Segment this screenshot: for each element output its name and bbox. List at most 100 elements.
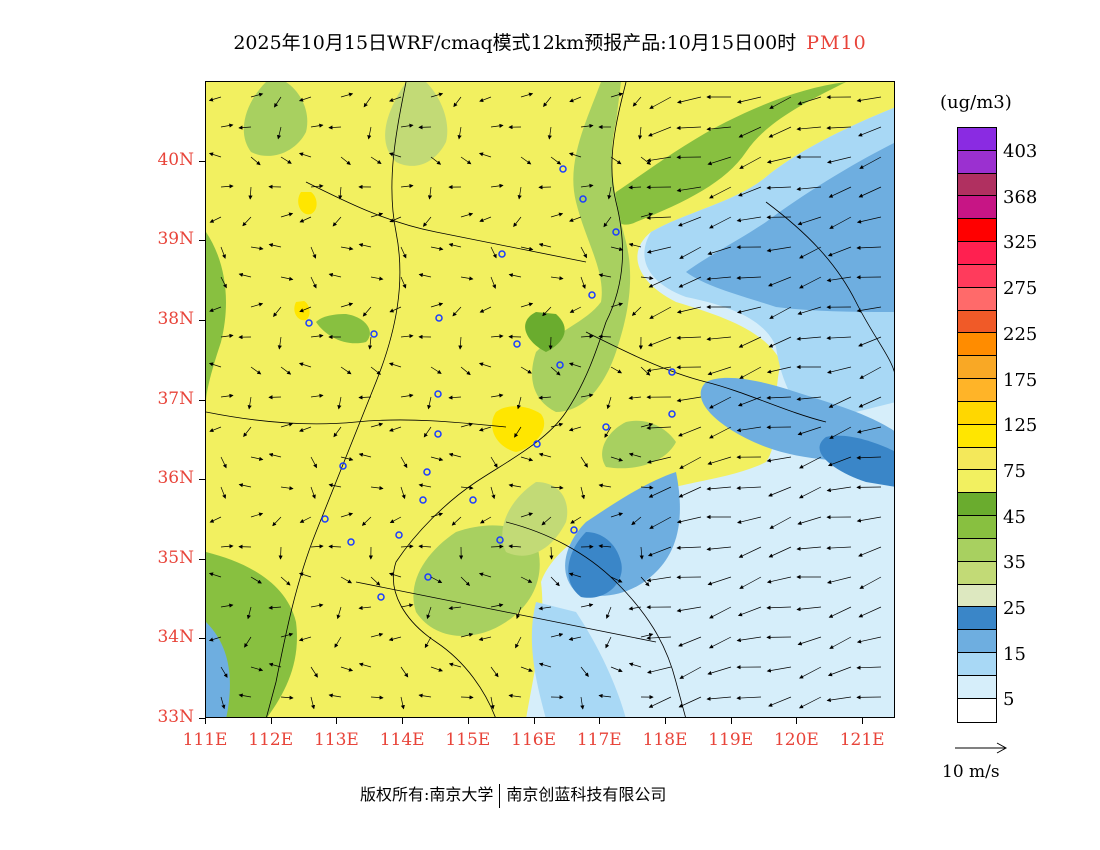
colorbar-label: 275 — [1003, 278, 1038, 300]
wind-arrow — [268, 452, 282, 458]
wind-arrow — [640, 366, 651, 376]
wind-arrow — [209, 216, 222, 223]
longitude-label: 120E — [773, 730, 819, 750]
wind-arrow — [610, 456, 624, 462]
colorbar-swatch — [958, 219, 996, 243]
wind-arrow — [516, 606, 522, 619]
wind-arrow — [400, 544, 414, 549]
wind-arrow — [541, 516, 552, 526]
wind-arrow — [276, 126, 282, 140]
colorbar-swatch — [958, 584, 996, 608]
longitude-label: 117E — [576, 730, 622, 750]
wind-arrow — [858, 186, 882, 198]
wind-arrow — [248, 186, 253, 200]
wind-arrow — [243, 426, 252, 438]
wind-arrow — [827, 366, 852, 374]
wind-arrow — [607, 186, 612, 200]
wind-arrow — [679, 456, 702, 469]
wind-arrow — [797, 426, 822, 436]
wind-arrow — [448, 242, 462, 248]
wind-arrow — [244, 636, 252, 648]
wind-arrow — [490, 486, 496, 500]
wind-arrow — [340, 92, 354, 98]
wind-arrow — [707, 156, 732, 166]
wind-arrow — [580, 183, 594, 188]
city-marker — [588, 291, 596, 299]
wind-arrow — [736, 96, 762, 104]
wind-arrow — [738, 336, 762, 348]
wind-arrow — [649, 96, 672, 109]
wind-arrow — [798, 486, 822, 499]
wind-arrow — [603, 216, 612, 228]
wind-arrow — [628, 606, 642, 611]
wind-arrow — [479, 216, 492, 223]
wind-arrow — [610, 156, 622, 165]
colorbar-label: 125 — [1003, 415, 1038, 437]
wind-key-arrow — [955, 742, 1008, 754]
colorbar-unit: (ug/m3) — [940, 92, 1012, 113]
wind-arrow — [858, 396, 882, 408]
city-marker — [434, 430, 442, 438]
wind-arrow — [549, 546, 554, 560]
wind-arrow — [358, 395, 372, 400]
latitude-tick — [199, 558, 205, 560]
longitude-label: 118E — [642, 730, 688, 750]
wind-arrow — [610, 366, 623, 374]
wind-arrow — [448, 662, 462, 668]
wind-arrow — [238, 483, 252, 488]
wind-arrow — [460, 366, 471, 376]
wind-arrow — [648, 336, 672, 347]
wind-arrow — [858, 336, 882, 347]
wind-arrow — [250, 512, 264, 518]
wind-arrow — [310, 603, 324, 608]
latitude-label: 38N — [157, 308, 194, 329]
wind-arrow — [490, 393, 504, 398]
wind-arrow — [367, 336, 373, 350]
wind-arrow — [580, 276, 586, 289]
city-marker — [305, 319, 313, 327]
wind-arrow — [418, 483, 432, 488]
wind-arrow — [826, 486, 852, 493]
wind-arrow — [333, 426, 342, 438]
wind-arrow — [858, 606, 882, 618]
wind-arrow — [250, 666, 264, 672]
wind-arrow — [647, 666, 672, 674]
wind-arrow — [766, 185, 792, 190]
wind-arrow — [208, 152, 222, 158]
wind-arrow — [448, 605, 462, 611]
longitude-label: 116E — [511, 730, 556, 750]
wind-arrow — [515, 636, 522, 649]
wind-arrow — [388, 572, 402, 578]
wind-arrow — [580, 486, 586, 500]
wind-arrow — [737, 606, 762, 617]
wind-arrow — [220, 246, 226, 259]
wind-arrow — [640, 275, 654, 281]
wind-arrow — [543, 96, 552, 107]
wind-arrow — [298, 96, 312, 102]
wind-arrow — [580, 246, 587, 259]
wind-arrow — [460, 632, 474, 638]
colorbar-swatch — [958, 401, 996, 425]
wind-arrow — [796, 126, 822, 131]
wind-arrow — [605, 606, 612, 619]
wind-arrow — [856, 426, 882, 434]
wind-arrow — [569, 216, 582, 222]
wind-arrow — [514, 426, 522, 438]
wind-arrow — [460, 695, 474, 700]
wind-arrow — [829, 426, 852, 439]
wind-arrow — [678, 216, 702, 227]
wind-arrow — [273, 306, 282, 317]
wind-arrow — [550, 366, 561, 376]
colorbar-swatch — [958, 470, 996, 494]
wind-arrow — [452, 306, 462, 317]
wind-arrow — [299, 426, 312, 432]
wind-arrow — [400, 276, 407, 289]
wind-arrow — [829, 636, 852, 649]
wind-arrow — [568, 362, 582, 368]
wind-arrow — [827, 456, 852, 467]
city-marker — [513, 340, 521, 348]
wind-arrow — [856, 245, 882, 250]
wind-arrow — [649, 306, 672, 319]
wind-arrow — [460, 576, 470, 586]
colorbar-label: 368 — [1003, 186, 1038, 208]
